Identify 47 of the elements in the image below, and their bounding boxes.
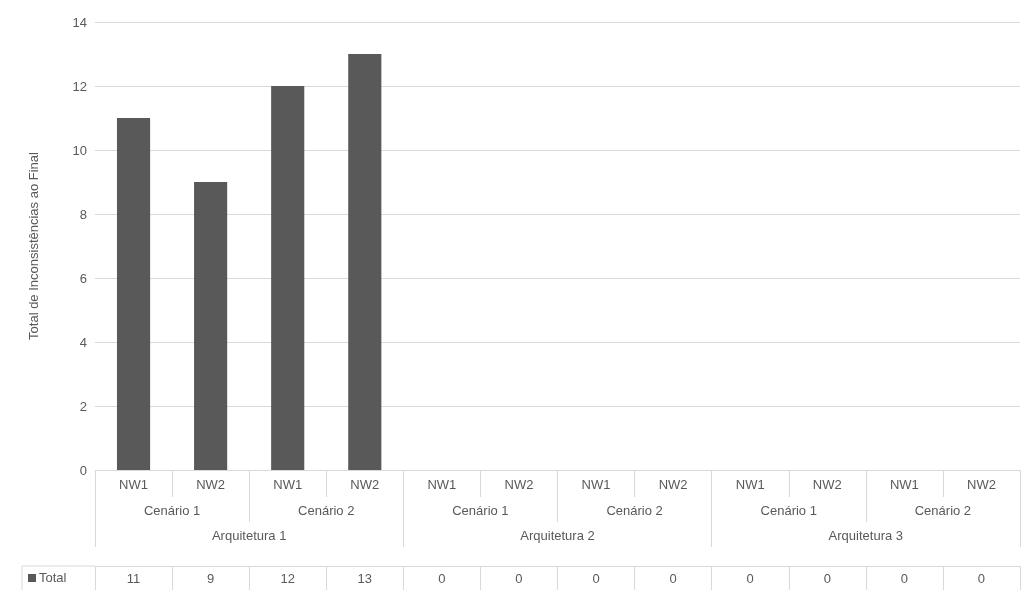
y-tick-label: 14 bbox=[72, 14, 87, 30]
data-label: 0 bbox=[592, 571, 600, 586]
legend-label: Total bbox=[39, 570, 67, 585]
x-tick-label: NW1 bbox=[119, 477, 148, 492]
y-tick-label: 0 bbox=[79, 462, 87, 478]
text: Cenário 1 bbox=[760, 503, 817, 518]
data-label: 0 bbox=[977, 571, 986, 586]
y-axis-title: Total de Inconsistências ao Final bbox=[26, 151, 41, 340]
text: Cenário 2 bbox=[606, 503, 663, 518]
x-tick-label: NW2 bbox=[504, 477, 534, 492]
text: Cenário 1 bbox=[452, 503, 509, 518]
text: Cenário 1 bbox=[143, 503, 201, 518]
data-label: 0 bbox=[746, 571, 754, 586]
data-label: 0 bbox=[438, 571, 446, 586]
data-label: 0 bbox=[669, 571, 677, 586]
y-tick-label: 12 bbox=[72, 78, 87, 94]
y-tick-label: 2 bbox=[79, 398, 87, 414]
x-tick-label: NW1 bbox=[427, 477, 457, 492]
data-label: 13 bbox=[357, 571, 373, 586]
x-tick-label: NW2 bbox=[350, 477, 380, 492]
data-label: 0 bbox=[515, 571, 523, 586]
y-tick-label: 10 bbox=[72, 142, 87, 158]
data-label: 9 bbox=[207, 571, 215, 586]
text: Arquitetura 3 bbox=[828, 528, 904, 543]
x-tick-label: NW2 bbox=[658, 477, 688, 492]
x-tick-label: NW1 bbox=[581, 477, 611, 492]
bar bbox=[348, 54, 382, 470]
x-tick-label: NW2 bbox=[812, 477, 842, 492]
x-tick-label: NW1 bbox=[273, 477, 303, 492]
data-label: 11 bbox=[126, 571, 141, 586]
bar bbox=[116, 118, 151, 470]
y-tick-label: 8 bbox=[79, 206, 87, 222]
text: Cenário 2 bbox=[914, 503, 972, 518]
text: Cenário 2 bbox=[298, 503, 355, 518]
x-tick-label: NW2 bbox=[967, 477, 996, 492]
y-tick-label: 4 bbox=[79, 334, 87, 350]
data-label: 0 bbox=[900, 571, 908, 586]
bar bbox=[271, 86, 305, 470]
x-tick-label: NW1 bbox=[889, 477, 919, 492]
data-label: 12 bbox=[280, 571, 295, 586]
y-tick-label: 6 bbox=[79, 270, 87, 286]
text: Arquitetura 1 bbox=[211, 528, 287, 543]
x-tick-label: NW1 bbox=[735, 477, 765, 492]
text: Arquitetura 2 bbox=[520, 528, 595, 543]
x-tick-label: NW2 bbox=[196, 477, 226, 492]
bar bbox=[194, 182, 228, 470]
data-label: 0 bbox=[823, 571, 831, 586]
